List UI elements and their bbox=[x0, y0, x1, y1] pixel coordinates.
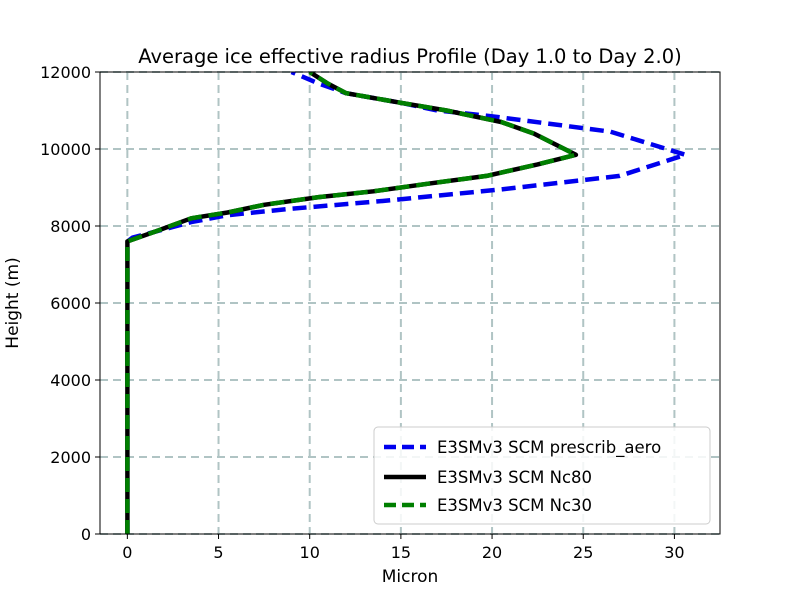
x-axis-label: Micron bbox=[382, 567, 439, 587]
y-tick-label: 6000 bbox=[50, 294, 91, 313]
legend-box bbox=[373, 426, 711, 525]
y-tick-label: 8000 bbox=[50, 217, 91, 236]
plot-series bbox=[125, 72, 688, 534]
axis-ticks: 0 5 10 15 20 25 30 0 2000 4000 6000 8000 10000 12000 bbox=[40, 63, 684, 562]
legend-label-nc30: E3SMv3 SCM Nc30 bbox=[437, 496, 592, 515]
y-tick-label: 10000 bbox=[40, 140, 91, 159]
legend: E3SMv3 SCM prescrib_aero E3SMv3 SCM Nc80… bbox=[373, 426, 711, 525]
series-line-nc30 bbox=[125, 72, 579, 534]
x-tick-label: 25 bbox=[573, 543, 593, 562]
x-tick-label: 20 bbox=[482, 543, 502, 562]
x-tick-label: 15 bbox=[391, 543, 411, 562]
x-tick-label: 5 bbox=[213, 543, 223, 562]
x-tick-label: 30 bbox=[664, 543, 684, 562]
chart-title: Average ice effective radius Profile (Da… bbox=[138, 45, 682, 68]
x-tick-label: 0 bbox=[122, 543, 132, 562]
y-tick-label: 2000 bbox=[50, 448, 91, 467]
y-tick-label: 0 bbox=[81, 525, 91, 544]
legend-label-prescrib-aero: E3SMv3 SCM prescrib_aero bbox=[437, 438, 661, 458]
legend-label-nc80: E3SMv3 SCM Nc80 bbox=[437, 468, 592, 487]
y-tick-label: 12000 bbox=[40, 63, 91, 82]
x-tick-label: 10 bbox=[300, 543, 320, 562]
y-tick-label: 4000 bbox=[50, 371, 91, 390]
y-axis-label: Height (m) bbox=[3, 257, 23, 348]
